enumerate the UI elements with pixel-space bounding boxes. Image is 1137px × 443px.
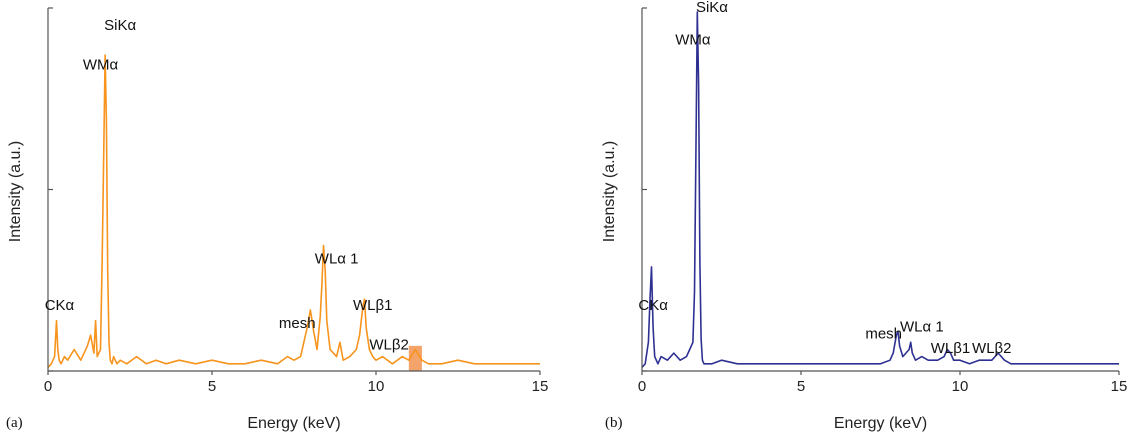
panel-label-b: (b) (605, 415, 623, 431)
peak-label-a: WLα 1 (315, 250, 359, 267)
highlight-marker-a (408, 345, 422, 371)
y-axis-title-a: Intensity (a.u.) (7, 141, 24, 242)
x-tick-label-a: 10 (368, 378, 385, 395)
peak-label-a: WLβ2 (369, 336, 408, 353)
x-tick-label-b: 10 (952, 378, 969, 395)
peak-label-b: WLβ2 (972, 340, 1011, 357)
x-tick-label-b: 0 (638, 378, 646, 395)
x-tick-label-b: 15 (1111, 378, 1128, 395)
x-axis-title-b: Energy (keV) (834, 415, 927, 432)
x-tick-label-b: 5 (797, 378, 805, 395)
spectrum-line-a (47, 54, 540, 368)
peak-label-a: CKα (45, 297, 75, 314)
spectrum-chart-b: 0 5 10 15 Energy (keV) Intensity (a.u.) (b) SiK… (601, 0, 1128, 432)
peak-label-a: WMα (83, 56, 119, 73)
peak-label-b: SiKα (696, 0, 728, 16)
x-tick-label-a: 15 (532, 378, 549, 395)
spectrum-chart-a: 0 5 10 15 Energy (keV) Intensity (a.u.) (a) SiK… (6, 7, 549, 432)
chart-panel-b: 0 5 10 15 Energy (keV) Intensity (a.u.) (b) SiK… (592, 0, 1137, 443)
peak-label-a: SiKα (104, 17, 136, 34)
x-tick-label-a: 0 (44, 378, 52, 395)
panel-label-a: (a) (6, 415, 23, 431)
peak-label-b: mesh (865, 326, 902, 343)
x-axis-title-a: Energy (keV) (247, 415, 340, 432)
peak-label-b: WLα 1 (900, 319, 944, 336)
peak-label-b: WMα (675, 31, 711, 48)
peak-label-a: mesh (279, 315, 316, 332)
chart-panel-a: 0 5 10 15 Energy (keV) Intensity (a.u.) (a) SiK… (0, 0, 568, 443)
peak-label-a: WLβ1 (353, 297, 392, 314)
peak-label-b: CKα (638, 297, 668, 314)
x-tick-label-a: 5 (208, 378, 216, 395)
peak-label-b: WLβ1 (931, 340, 970, 357)
y-axis-title-b: Intensity (a.u.) (601, 141, 618, 242)
spectrum-line-b (641, 11, 1119, 368)
